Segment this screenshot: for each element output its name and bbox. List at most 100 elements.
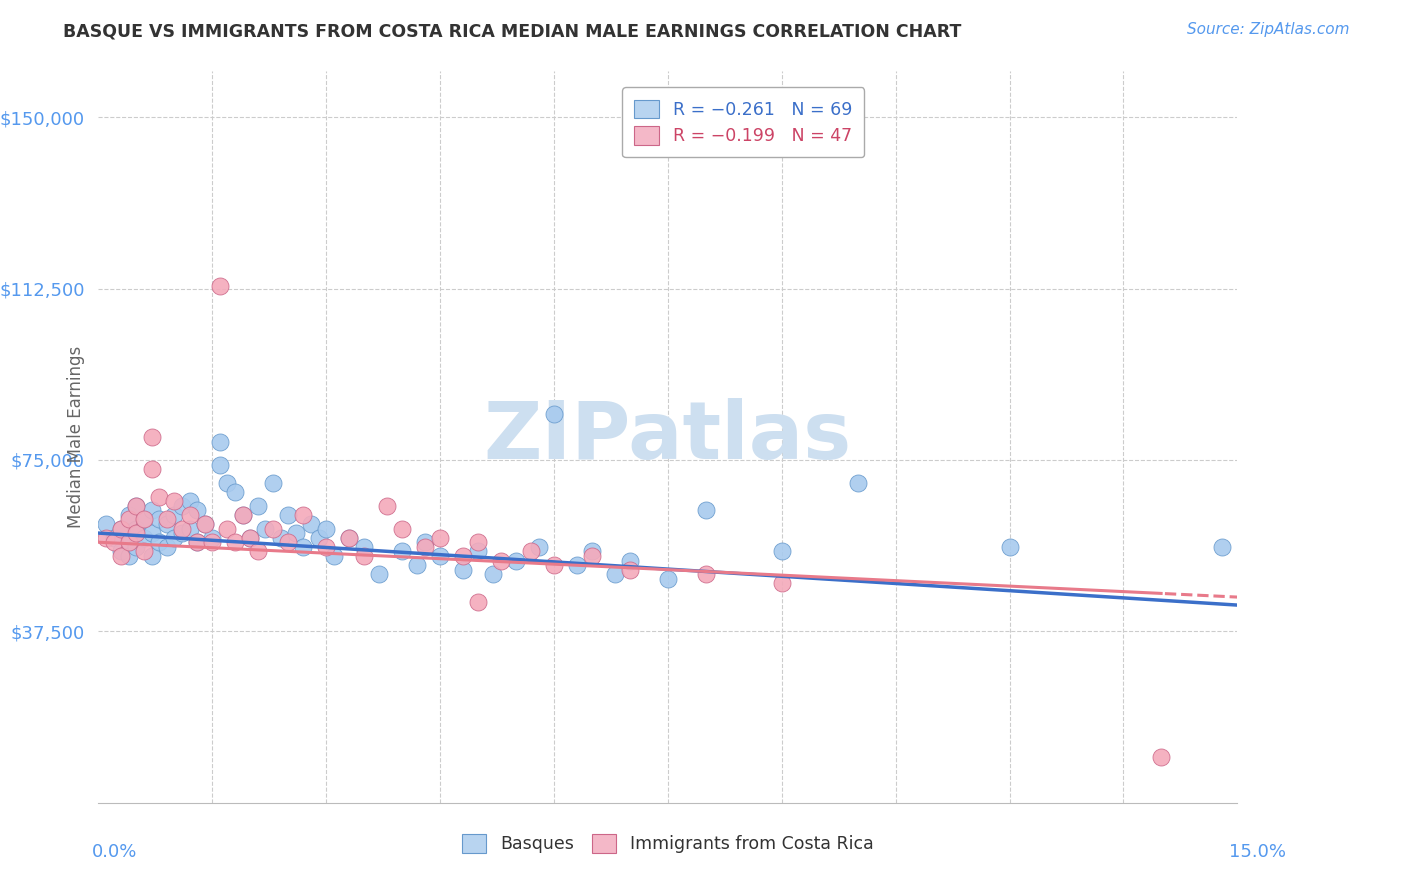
Point (208, 279, 231, 293)
Point (163, 508, 186, 522)
Point (110, 549, 132, 563)
Point (315, 540, 337, 554)
Text: BASQUE VS IMMIGRANTS FROM COSTA RICA MEDIAN MALE EARNINGS CORRELATION CHART: BASQUE VS IMMIGRANTS FROM COSTA RICA MED… (63, 22, 962, 40)
Point (186, 535, 208, 549)
Point (277, 535, 299, 549)
Point (118, 508, 141, 522)
Point (770, 576, 793, 591)
Point (581, 549, 603, 563)
Point (246, 499, 269, 513)
Point (110, 521, 132, 535)
Point (368, 567, 391, 582)
Point (375, 499, 398, 513)
Point (337, 531, 360, 545)
Point (262, 475, 284, 490)
Point (170, 526, 193, 541)
Point (284, 526, 307, 541)
Point (179, 494, 201, 508)
Point (299, 516, 322, 531)
Point (179, 508, 201, 522)
Point (103, 531, 125, 545)
Point (232, 508, 254, 522)
Point (103, 535, 125, 549)
Point (998, 540, 1021, 554)
Point (179, 521, 201, 535)
Point (308, 531, 330, 545)
Point (217, 521, 239, 535)
Point (170, 521, 193, 535)
Point (413, 540, 436, 554)
Point (194, 516, 217, 531)
Point (451, 549, 474, 563)
Point (353, 549, 375, 563)
Point (239, 531, 262, 545)
Point (118, 512, 141, 526)
Point (315, 521, 337, 535)
Point (194, 516, 217, 531)
Point (353, 540, 375, 554)
Point (239, 531, 262, 545)
Point (270, 531, 292, 545)
Point (156, 512, 179, 526)
Point (254, 521, 277, 535)
Point (132, 544, 155, 558)
Point (527, 540, 550, 554)
Point (619, 563, 641, 577)
Point (132, 512, 155, 526)
Point (695, 503, 717, 517)
Point (429, 549, 451, 563)
Point (770, 544, 793, 558)
Point (1150, 750, 1173, 764)
Point (170, 499, 193, 513)
Point (94, 531, 117, 545)
Point (163, 494, 186, 508)
Point (292, 540, 315, 554)
Point (391, 521, 413, 535)
Point (208, 458, 231, 472)
Point (132, 512, 155, 526)
Point (110, 544, 132, 558)
Point (505, 553, 527, 567)
Point (141, 462, 163, 476)
Point (217, 475, 239, 490)
Point (156, 516, 179, 531)
Text: 15.0%: 15.0% (1229, 843, 1286, 861)
Point (565, 558, 588, 573)
Point (148, 535, 170, 549)
Point (391, 544, 413, 558)
Point (292, 508, 315, 522)
Point (262, 521, 284, 535)
Point (201, 535, 224, 549)
Point (429, 531, 451, 545)
Point (1211, 540, 1233, 554)
Point (132, 531, 155, 545)
Point (186, 503, 208, 517)
Text: 0.0%: 0.0% (91, 843, 136, 861)
Point (156, 540, 179, 554)
Y-axis label: Median Male Earnings: Median Male Earnings (66, 346, 84, 528)
Point (224, 535, 246, 549)
Point (118, 535, 141, 549)
Point (163, 531, 186, 545)
Point (141, 430, 163, 444)
Point (603, 567, 626, 582)
Point (322, 549, 344, 563)
Point (246, 544, 269, 558)
Point (94, 516, 117, 531)
Point (110, 521, 132, 535)
Point (148, 512, 170, 526)
Point (125, 521, 148, 535)
Point (406, 558, 429, 573)
Point (451, 563, 474, 577)
Point (118, 549, 141, 563)
Point (467, 535, 489, 549)
Point (201, 531, 224, 545)
Text: ZIPatlas: ZIPatlas (484, 398, 852, 476)
Point (125, 540, 148, 554)
Point (543, 558, 565, 573)
Point (657, 572, 679, 586)
Point (846, 475, 869, 490)
Point (186, 535, 208, 549)
Point (277, 508, 299, 522)
Point (148, 490, 170, 504)
